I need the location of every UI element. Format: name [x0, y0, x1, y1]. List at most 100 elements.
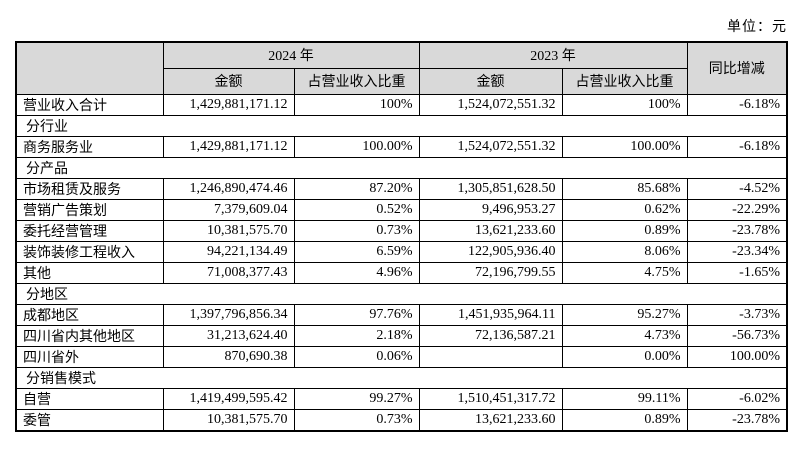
share-2023: 99.11% — [561, 387, 688, 410]
share-2023: 95.27% — [561, 303, 688, 326]
row-label: 市场租赁及服务 — [15, 177, 164, 200]
share-2024: 0.73% — [293, 219, 420, 242]
amount-2024: 71,008,377.43 — [162, 261, 295, 284]
header-row-years: 2024 年 2023 年 同比增减 — [15, 41, 788, 95]
yoy-change: -23.78% — [686, 408, 788, 431]
header-share-2023: 占营业收入比重 — [561, 67, 688, 95]
share-2023: 100% — [561, 93, 688, 116]
table-row-entrusted: 委管 10,381,575.70 0.73% 13,621,233.60 0.8… — [15, 408, 788, 431]
yoy-change: 100.00% — [686, 345, 788, 368]
row-label: 自营 — [15, 387, 164, 410]
row-label: 委管 — [15, 408, 164, 431]
amount-2024: 31,213,624.40 — [162, 324, 295, 347]
row-label: 商务服务业 — [15, 135, 164, 158]
header-row-measures: 金额 占营业收入比重 金额 占营业收入比重 — [16, 67, 787, 95]
row-label: 四川省内其他地区 — [15, 324, 164, 347]
share-2023: 85.68% — [561, 177, 688, 200]
revenue-breakdown-table: 2024 年 2023 年 同比增减 金额 占营业收入比重 金额 占营业收入比重… — [15, 41, 788, 432]
yoy-change: -6.18% — [686, 135, 788, 158]
yoy-change: -6.02% — [686, 387, 788, 410]
row-label: 委托经营管理 — [15, 219, 164, 242]
row-label: 其他 — [15, 261, 164, 284]
section-label: 分产品 — [15, 156, 788, 179]
table-row-decoration-engineering: 装饰装修工程收入 94,221,134.49 6.59% 122,905,936… — [15, 240, 788, 263]
table-row-total-revenue: 营业收入合计 1,429,881,171.12 100% 1,524,072,5… — [15, 93, 788, 116]
row-label: 四川省外 — [15, 345, 164, 368]
amount-2023: 1,524,072,551.32 — [418, 135, 563, 158]
share-2024: 100.00% — [293, 135, 420, 158]
amount-2024: 10,381,575.70 — [162, 219, 295, 242]
share-2024: 2.18% — [293, 324, 420, 347]
table-row-chengdu-region: 成都地区 1,397,796,856.34 97.76% 1,451,935,9… — [15, 303, 788, 326]
amount-2024: 1,397,796,856.34 — [162, 303, 295, 326]
amount-2024: 870,690.38 — [162, 345, 295, 368]
amount-2023: 1,451,935,964.11 — [418, 303, 563, 326]
row-label: 装饰装修工程收入 — [15, 240, 164, 263]
amount-2023: 1,305,851,628.50 — [418, 177, 563, 200]
amount-2024: 7,379,609.04 — [162, 198, 295, 221]
share-2024: 4.96% — [293, 261, 420, 284]
share-2023: 8.06% — [561, 240, 688, 263]
header-share-2024: 占营业收入比重 — [293, 67, 420, 95]
share-2023: 0.62% — [561, 198, 688, 221]
yoy-change: -4.52% — [686, 177, 788, 200]
yoy-change: -6.18% — [686, 93, 788, 116]
share-2024: 87.20% — [293, 177, 420, 200]
amount-2024: 1,419,499,595.42 — [162, 387, 295, 410]
amount-2023: 122,905,936.40 — [418, 240, 563, 263]
amount-2024: 1,429,881,171.12 — [162, 135, 295, 158]
header-year-2023: 2023 年 — [418, 41, 688, 69]
header-amount-2023: 金额 — [418, 67, 563, 95]
share-2023: 0.89% — [561, 408, 688, 431]
amount-2024: 10,381,575.70 — [162, 408, 295, 431]
share-2023: 4.73% — [561, 324, 688, 347]
amount-2023: 1,510,451,317.72 — [418, 387, 563, 410]
section-row-by-product: 分产品 — [15, 156, 788, 179]
section-label: 分地区 — [15, 282, 788, 305]
share-2024: 0.73% — [293, 408, 420, 431]
amount-2023: 9,496,953.27 — [418, 198, 563, 221]
section-row-by-sales-model: 分销售模式 — [15, 366, 788, 389]
amount-2023: 13,621,233.60 — [418, 408, 563, 431]
table-row-outside-sichuan: 四川省外 870,690.38 0.06% 0.00% 100.00% — [15, 345, 788, 368]
share-2024: 6.59% — [293, 240, 420, 263]
header-empty-cell — [15, 41, 164, 95]
share-2023: 0.89% — [561, 219, 688, 242]
header-year-2024: 2024 年 — [162, 41, 420, 69]
amount-2023: 72,136,587.21 — [418, 324, 563, 347]
table-body: 营业收入合计 1,429,881,171.12 100% 1,524,072,5… — [15, 93, 788, 431]
share-2024: 97.76% — [293, 303, 420, 326]
section-label: 分行业 — [15, 114, 788, 137]
yoy-change: -22.29% — [686, 198, 788, 221]
amount-2023: 13,621,233.60 — [418, 219, 563, 242]
share-2023: 0.00% — [561, 345, 688, 368]
header-amount-2024: 金额 — [162, 67, 295, 95]
amount-2024: 1,246,890,474.46 — [162, 177, 295, 200]
table-row-marketing-advertising: 营销广告策划 7,379,609.04 0.52% 9,496,953.27 0… — [15, 198, 788, 221]
share-2024: 100% — [293, 93, 420, 116]
share-2023: 4.75% — [561, 261, 688, 284]
yoy-change: -23.78% — [686, 219, 788, 242]
yoy-change: -23.34% — [686, 240, 788, 263]
unit-label: 单位：元 — [727, 20, 787, 35]
yoy-change: -56.73% — [686, 324, 788, 347]
yoy-change: -3.73% — [686, 303, 788, 326]
section-row-by-region: 分地区 — [15, 282, 788, 305]
section-label: 分销售模式 — [15, 366, 788, 389]
table-row-market-leasing: 市场租赁及服务 1,246,890,474.46 87.20% 1,305,85… — [15, 177, 788, 200]
table-row-entrusted-management: 委托经营管理 10,381,575.70 0.73% 13,621,233.60… — [15, 219, 788, 242]
share-2023: 100.00% — [561, 135, 688, 158]
amount-2023 — [418, 345, 563, 368]
section-row-by-industry: 分行业 — [15, 114, 788, 137]
table-row-other-sichuan-regions: 四川省内其他地区 31,213,624.40 2.18% 72,136,587.… — [15, 324, 788, 347]
share-2024: 0.06% — [293, 345, 420, 368]
yoy-change: -1.65% — [686, 261, 788, 284]
table-header: 2024 年 2023 年 同比增减 金额 占营业收入比重 金额 占营业收入比重 — [15, 41, 788, 95]
header-yoy: 同比增减 — [686, 41, 788, 95]
amount-2024: 1,429,881,171.12 — [162, 93, 295, 116]
row-label: 营业收入合计 — [15, 93, 164, 116]
row-label: 成都地区 — [15, 303, 164, 326]
table-row-self-operated: 自营 1,419,499,595.42 99.27% 1,510,451,317… — [15, 387, 788, 410]
amount-2024: 94,221,134.49 — [162, 240, 295, 263]
row-label: 营销广告策划 — [15, 198, 164, 221]
